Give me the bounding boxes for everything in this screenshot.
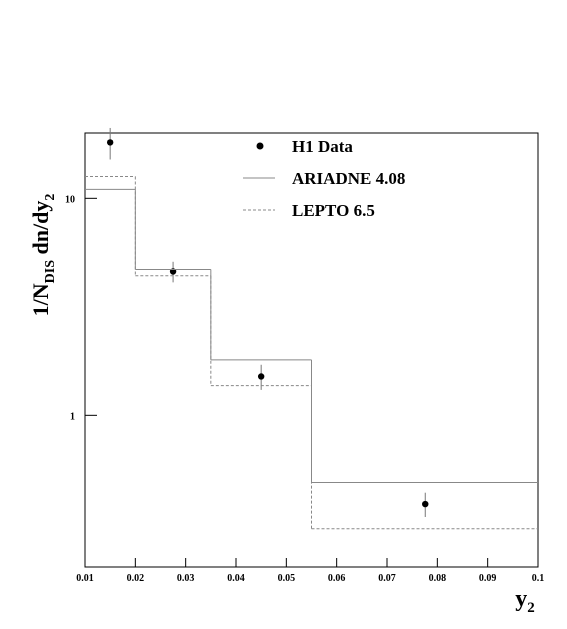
y-label-part: dn/dy — [28, 201, 53, 260]
y-tick-label: 1 — [70, 411, 75, 422]
x-axis-label: y2 — [515, 586, 535, 616]
x-tick-label: 0.06 — [328, 573, 346, 584]
y-label-part: 1/N — [28, 283, 53, 316]
legend-label: ARIADNE 4.08 — [292, 169, 405, 188]
x-tick-label: 0.03 — [177, 573, 195, 584]
data-point — [106, 139, 114, 146]
y-label-sub: DIS — [43, 260, 58, 284]
x-tick-label: 0.02 — [127, 573, 145, 584]
x-label-sub: 2 — [527, 600, 535, 616]
x-tick-label: 0.1 — [532, 573, 545, 584]
x-tick-label: 0.05 — [278, 573, 296, 584]
x-tick-label: 0.07 — [378, 573, 396, 584]
x-label-main: y — [515, 586, 527, 612]
y-axis-label: 1/NDIS dn/dy2 — [28, 194, 58, 317]
x-tick-label: 0.08 — [429, 573, 447, 584]
y-tick-label: 10 — [65, 194, 75, 205]
x-tick-label: 0.09 — [479, 573, 497, 584]
plot-frame — [84, 132, 539, 568]
legend-label: LEPTO 6.5 — [292, 201, 375, 220]
legend-marker — [256, 142, 264, 150]
x-tick-label: 0.04 — [227, 573, 245, 584]
x-tick-label: 0.01 — [76, 573, 94, 584]
data-point — [257, 373, 265, 380]
y-label-sub: 2 — [43, 194, 58, 201]
data-point — [422, 500, 429, 508]
legend-label: H1 Data — [292, 137, 353, 156]
